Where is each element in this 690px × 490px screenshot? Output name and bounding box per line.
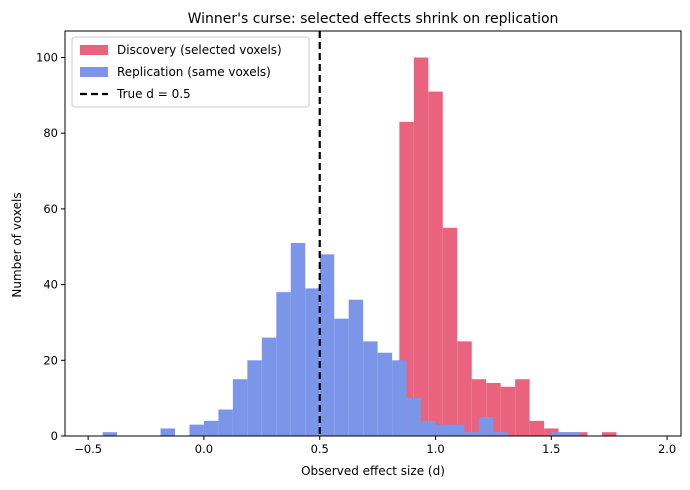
replication-bar	[551, 432, 566, 436]
y-tick-label: 0	[51, 429, 58, 443]
replication-bar	[565, 432, 581, 436]
histogram-bars	[102, 57, 617, 437]
y-axis: 0 20 40 60 80 100	[36, 50, 65, 443]
x-tick-label: 1.0	[426, 442, 444, 456]
replication-bar	[319, 254, 335, 436]
discovery-bar	[515, 379, 530, 436]
x-tick-label: 2.0	[658, 442, 676, 456]
replication-bar	[348, 299, 364, 436]
legend-label: True d = 0.5	[116, 87, 191, 101]
legend-label: Discovery (selected voxels)	[117, 43, 282, 57]
y-tick-label: 100	[36, 50, 58, 64]
replication-bar	[392, 360, 407, 436]
discovery-bar	[500, 386, 516, 436]
replication-bar	[363, 341, 378, 436]
replication-bar	[435, 424, 450, 436]
replication-bar	[334, 318, 349, 436]
replication-bar	[290, 242, 306, 436]
x-axis: −0.5 0.0 0.5 1.0 1.5 2.0	[74, 436, 676, 456]
replication-bar	[160, 428, 175, 436]
legend-swatch	[80, 45, 108, 55]
x-tick-label: 0.5	[311, 442, 329, 456]
x-axis-label: Observed effect size (d)	[301, 464, 445, 478]
replication-bar	[421, 420, 436, 436]
x-tick-label: 0.0	[195, 442, 213, 456]
replication-bar	[478, 417, 494, 436]
discovery-bar	[601, 432, 617, 436]
replication-bar	[493, 432, 508, 436]
discovery-bar	[529, 420, 545, 436]
replication-bar	[218, 409, 233, 436]
legend: Discovery (selected voxels) Replication (…	[71, 36, 310, 108]
chart-title: Winner's curse: selected effects shrink …	[188, 11, 559, 27]
y-tick-label: 80	[43, 126, 58, 140]
replication-bar	[276, 292, 291, 436]
replication-bar	[305, 288, 320, 436]
discovery-bar	[457, 341, 472, 436]
replication-bar	[203, 420, 219, 436]
discovery-bar	[573, 432, 588, 436]
legend-label: Replication (same voxels)	[117, 65, 271, 79]
y-tick-label: 20	[43, 353, 58, 367]
discovery-bar	[399, 121, 414, 436]
replication-bar	[464, 432, 479, 436]
replication-bar	[406, 398, 422, 436]
replication-bar	[377, 352, 393, 436]
legend-box	[71, 36, 310, 108]
y-tick-label: 40	[43, 278, 58, 292]
replication-bar	[232, 379, 248, 436]
discovery-bar	[442, 227, 458, 436]
plot-frame	[64, 30, 682, 437]
replication-bar	[261, 337, 277, 436]
x-tick-label: −0.5	[74, 442, 102, 456]
replication-bar	[189, 424, 204, 436]
discovery-bar	[428, 91, 443, 437]
discovery-bar	[413, 57, 429, 436]
x-tick-label: 1.5	[542, 442, 560, 456]
y-axis-label: Number of voxels	[10, 192, 24, 297]
legend-swatch	[80, 67, 108, 77]
replication-bar	[450, 424, 465, 436]
replication-bar	[247, 360, 262, 436]
y-tick-label: 60	[43, 202, 58, 216]
replication-bar	[102, 432, 118, 436]
